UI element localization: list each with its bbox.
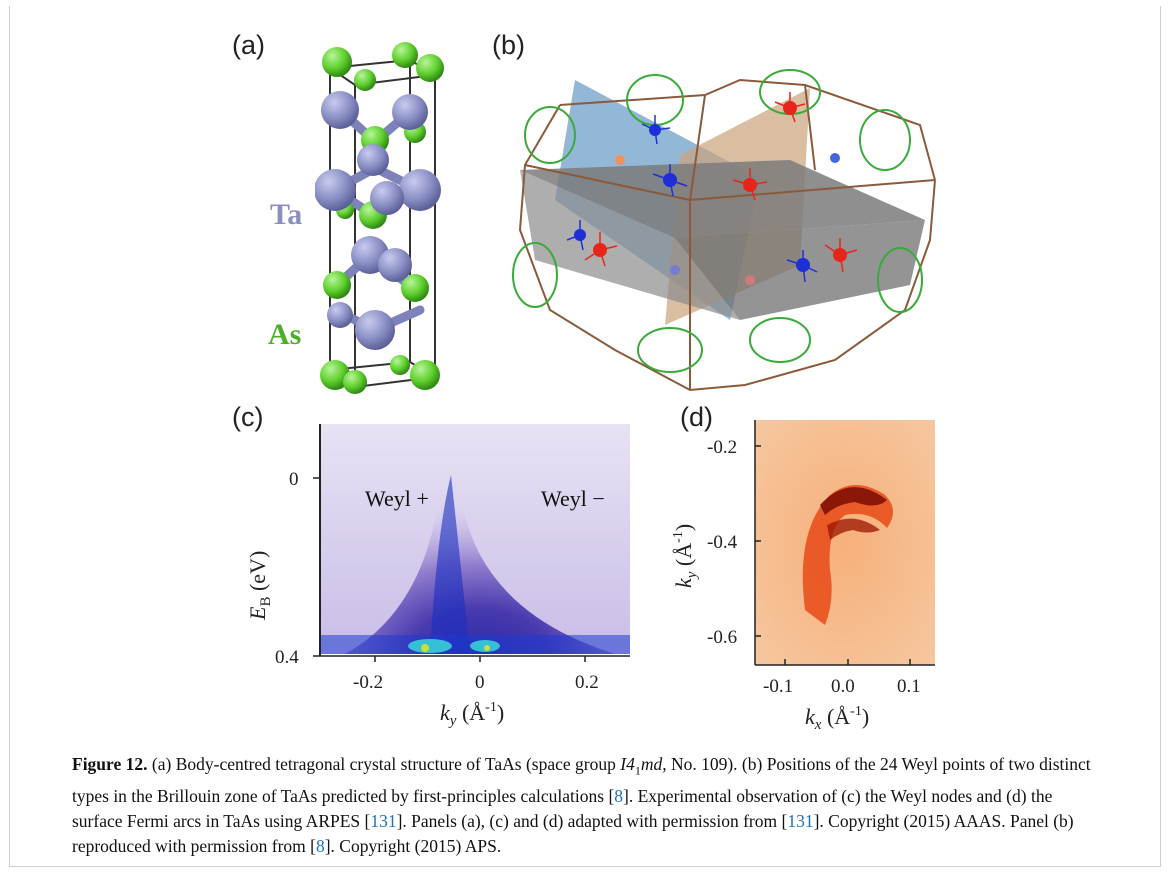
caption-text-3: ]. Experimental observation of (c) the W… [72,785,1053,831]
space-group-md: md, [640,754,667,774]
weyl-plus-label: Weyl + [365,486,429,511]
d-y-axis-label: ky (Å-1) [671,524,700,588]
c-y-axis-label: EB (eV) [245,551,274,621]
d-xtick-0: -0.1 [763,676,793,697]
panel-b-label: (b) [492,30,525,60]
d-xtick-1: 0.0 [831,676,855,697]
arpes-spectrum-plot: 0 0.4 -0.2 0 0.2 Weyl + Weyl − ky (Å-1) … [245,424,630,729]
citation-link-131[interactable]: 131 [370,810,397,831]
brillouin-zone-diagram [512,69,936,392]
figure-caption: Figure 12. (a) Body-centred tetragonal c… [72,752,1092,859]
d-ytick-0: -0.2 [707,437,737,458]
c-xtick-0: -0.2 [353,672,383,693]
c-ytick-1: 0.4 [275,647,299,668]
space-group-4: 4 [626,754,635,774]
c-ytick-0: 0 [289,469,299,490]
fermi-arc-plot: -0.2 -0.4 -0.6 -0.1 0.0 0.1 kx (Å-1) ky … [671,420,935,730]
d-xtick-2: 0.1 [897,676,921,697]
c-xtick-2: 0.2 [575,672,599,693]
space-group-i: I [620,754,627,774]
d-ytick-1: -0.4 [707,532,738,553]
panel-a-label: (a) [232,30,265,60]
weyl-minus-label: Weyl − [541,486,605,511]
panel-c-label: (c) [232,402,264,432]
space-group-sub: 1 [634,763,641,778]
d-x-axis-label: kx (Å-1) [805,704,869,730]
as-label: As [268,318,302,351]
citation-link-131-b[interactable]: 131 [787,810,814,831]
caption-text-1: (a) Body-centred tetragonal crystal stru… [147,754,621,774]
crystal-structure-diagram [315,42,444,394]
caption-text-2: No. 109). (b) Positions of the 24 Weyl p… [72,754,1091,806]
figure: (a) Ta As [232,30,936,730]
figure-frame [9,6,1161,867]
c-x-axis-label: ky (Å-1) [440,700,504,729]
caption-text-5: ]. Copyright (2015) AAAS. Panel (b) repr… [72,810,1074,856]
caption-text-6: ]. Copyright (2015) APS. [324,835,502,856]
citation-link-8[interactable]: 8 [614,785,624,806]
panel-d-label: (d) [680,402,713,432]
caption-text-4: ]. Panels (a), (c) and (d) adapted with … [396,810,788,831]
c-xtick-1: 0 [475,672,485,693]
ta-label: Ta [270,198,303,231]
caption-lead: Figure 12. [72,754,148,774]
d-ytick-2: -0.6 [707,627,737,648]
citation-link-8-b[interactable]: 8 [315,835,325,856]
